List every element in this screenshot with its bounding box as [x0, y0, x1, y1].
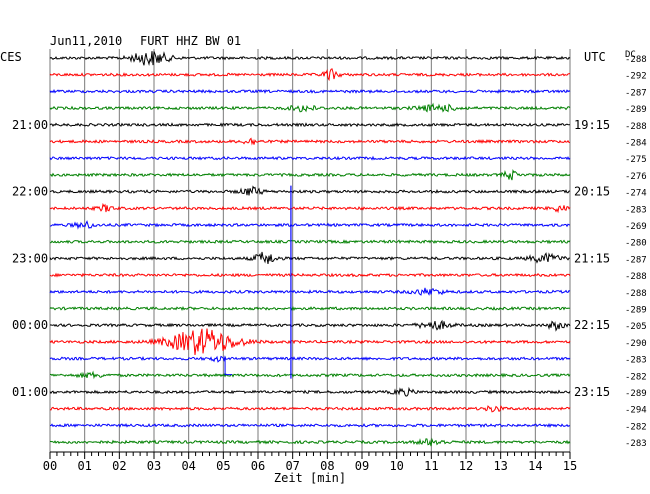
dc-offset-19: -282 — [625, 372, 647, 382]
trace-14 — [49, 287, 571, 296]
left-time-label: 01:00 — [12, 385, 48, 399]
trace-17 — [49, 328, 571, 355]
dc-offset-15: -289 — [625, 306, 647, 316]
right-zone-label: UTC — [584, 50, 606, 64]
dc-offset-18: -283 — [625, 356, 647, 366]
trace-22 — [49, 422, 571, 428]
right-time-label: 23:15 — [574, 385, 610, 399]
x-tick-label: 08 — [320, 459, 334, 473]
dc-offset-1: -292 — [625, 72, 647, 82]
dc-offset-5: -284 — [625, 139, 647, 149]
trace-7 — [49, 168, 571, 181]
dc-offset-17: -290 — [625, 339, 647, 349]
x-tick-label: 03 — [147, 459, 161, 473]
x-tick-label: 09 — [355, 459, 369, 473]
trace-2 — [49, 88, 571, 94]
x-tick-label: 00 — [43, 459, 57, 473]
dc-offset-2: -287 — [625, 88, 647, 98]
x-axis-label: Zeit [min] — [274, 471, 346, 485]
x-tick-label: 15 — [563, 459, 577, 473]
left-time-label: 21:00 — [12, 118, 48, 132]
trace-23 — [49, 437, 571, 447]
x-tick-labels: 00 01 02 03 04 05 06 07 08 09 10 11 12 13 14 15 — [43, 459, 577, 473]
x-tick-label: 05 — [216, 459, 230, 473]
trace-5 — [49, 137, 571, 146]
x-tick-label: 10 — [389, 459, 403, 473]
right-time-label: 22:15 — [574, 318, 610, 332]
dc-offset-12: -287 — [625, 255, 647, 265]
dc-offset-13: -288 — [625, 272, 647, 282]
dc-offset-16: -205 — [625, 322, 647, 332]
station-label: FURT HHZ BW 01 — [140, 34, 241, 48]
trace-16 — [49, 319, 571, 332]
x-tick-label: 11 — [424, 459, 438, 473]
trace-10 — [50, 220, 570, 230]
trace-6 — [49, 155, 571, 161]
x-tick-label: 06 — [251, 459, 265, 473]
dc-offset-11: -280 — [625, 239, 647, 249]
trace-11 — [49, 239, 571, 245]
left-time-label: 00:00 — [12, 318, 48, 332]
dc-offset-20: -289 — [625, 389, 647, 399]
x-tick-label: 07 — [285, 459, 299, 473]
dc-offset-6: -275 — [625, 155, 647, 165]
traces — [49, 51, 571, 447]
dc-offset-9: -283 — [625, 205, 647, 215]
right-time-label: 21:15 — [574, 251, 610, 265]
dc-offset-3: -289 — [625, 105, 647, 115]
dc-offset-0: -288 — [625, 55, 647, 65]
trace-4 — [49, 122, 571, 128]
left-zone-label: CES — [0, 50, 22, 64]
trace-21 — [49, 405, 571, 413]
trace-15 — [49, 305, 571, 312]
dc-offset-22: -282 — [625, 422, 647, 432]
trace-18-step — [224, 358, 232, 376]
grid — [49, 49, 571, 459]
dc-offset-8: -274 — [625, 189, 647, 199]
trace-13 — [49, 272, 571, 278]
trace-8 — [49, 185, 571, 196]
trace-12 — [49, 251, 570, 264]
trace-18 — [49, 355, 571, 363]
date-label: Jun11,2010 — [50, 34, 122, 48]
dc-offset-23: -283 — [625, 439, 647, 449]
dc-offset-7: -276 — [625, 172, 647, 182]
trace-19 — [49, 370, 571, 380]
x-tick-label: 04 — [181, 459, 195, 473]
x-tick-label: 14 — [528, 459, 542, 473]
x-tick-label: 02 — [112, 459, 126, 473]
trace-3 — [49, 102, 571, 113]
left-time-label: 22:00 — [12, 185, 48, 199]
right-time-label: 20:15 — [574, 185, 610, 199]
dc-offset-14: -288 — [625, 289, 647, 299]
x-tick-label: 01 — [77, 459, 91, 473]
x-tick-label: 13 — [493, 459, 507, 473]
trace-0 — [49, 51, 571, 66]
trace-1 — [49, 68, 571, 82]
right-time-label: 19:15 — [574, 118, 610, 132]
dc-label: DC — [625, 50, 636, 60]
time-labels: 21:00 22:00 23:00 00:00 01:00 19:15 20:15 21:15… — [12, 118, 610, 399]
dc-offset-4: -288 — [625, 122, 647, 132]
trace-9 — [49, 202, 571, 214]
dc-offset-10: -269 — [625, 222, 647, 232]
trace-20 — [49, 386, 571, 397]
x-tick-label: 12 — [459, 459, 473, 473]
left-time-label: 23:00 — [12, 251, 48, 265]
dc-offset-labels: -288 -292 -287 -289 -288 -284 -275 -276 -274 -283… — [625, 55, 647, 449]
dc-offset-21: -294 — [625, 406, 647, 416]
